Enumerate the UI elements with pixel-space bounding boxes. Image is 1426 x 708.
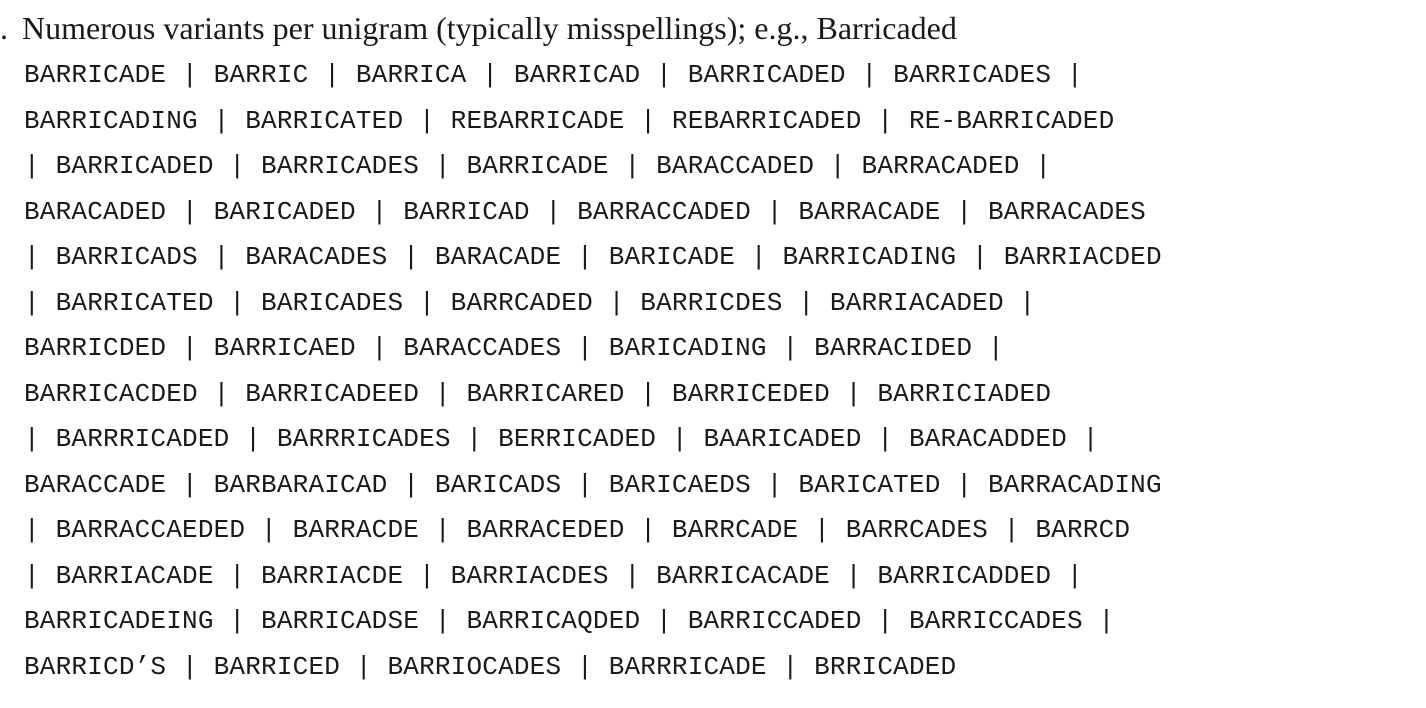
list-item-text: Numerous variants per unigram (typically…: [22, 10, 957, 46]
variant-line: BARACADED | BARICADED | BARRICAD | BARRA…: [24, 196, 1146, 227]
variant-list: BARRICADE | BARRIC | BARRICA | BARRICAD …: [24, 53, 1162, 690]
variant-line: | BARRACCAEDED | BARRACDE | BARRACEDED |…: [24, 515, 1131, 545]
variant-line: | BARRICADS | BARACADES | BARACADE | BAR…: [24, 242, 1162, 272]
variant-line: BARRICADING | BARRICATED | REBARRICADE |…: [24, 105, 1115, 136]
variant-line: | BARRRICADED | BARRRICADES | BERRICADED…: [24, 424, 1099, 454]
variant-line: | BARRICATED | BARICADES | BARRCADED | B…: [24, 287, 1036, 318]
list-item-heading: . Numerous variants per unigram (typicall…: [0, 8, 957, 48]
variant-line: BARRICD’S | BARRICED | BARRIOCADES | BAR…: [24, 651, 957, 682]
variant-line: BARRICDED | BARRICAED | BARACCADES | BAR…: [24, 333, 1004, 363]
variant-line: BARRICADE | BARRIC | BARRICA | BARRICAD …: [24, 60, 1083, 90]
variant-line: | BARRICADED | BARRICADES | BARRICADE | …: [24, 151, 1052, 181]
variant-line: BARACCADE | BARBARAICAD | BARICADS | BAR…: [24, 469, 1162, 500]
variant-line: | BARRIACADE | BARRIACDE | BARRIACDES | …: [24, 560, 1083, 591]
variant-line: BARRICACDED | BARRICADEED | BARRICARED |…: [24, 378, 1052, 409]
list-bullet: .: [0, 10, 8, 46]
variant-line: BARRICADEING | BARRICADSE | BARRICAQDED …: [24, 606, 1115, 636]
